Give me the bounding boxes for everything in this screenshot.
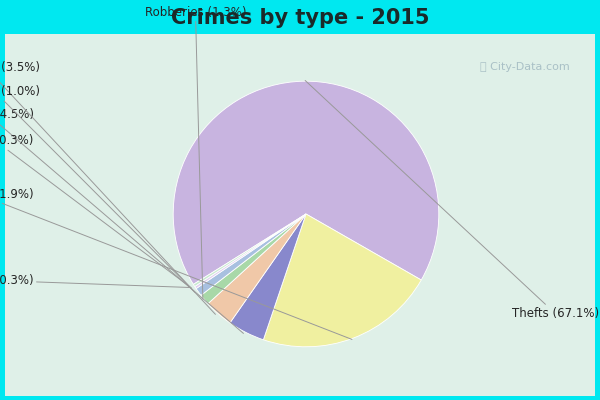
- Text: ⓘ City-Data.com: ⓘ City-Data.com: [480, 62, 570, 72]
- Wedge shape: [196, 214, 306, 295]
- Text: Arson (0.3%): Arson (0.3%): [0, 134, 191, 288]
- Text: Murders (1.0%): Murders (1.0%): [0, 85, 195, 292]
- Text: Rapes (0.3%): Rapes (0.3%): [0, 274, 190, 288]
- Wedge shape: [230, 214, 306, 340]
- Wedge shape: [201, 214, 306, 304]
- Text: Robberies (1.3%): Robberies (1.3%): [145, 6, 246, 299]
- Wedge shape: [208, 214, 306, 323]
- Wedge shape: [173, 81, 439, 284]
- Text: Crimes by type - 2015: Crimes by type - 2015: [171, 8, 429, 28]
- Wedge shape: [193, 214, 306, 286]
- Text: Assaults (4.5%): Assaults (4.5%): [0, 108, 244, 334]
- Text: Auto thefts (3.5%): Auto thefts (3.5%): [0, 62, 215, 314]
- FancyBboxPatch shape: [5, 34, 595, 396]
- Wedge shape: [263, 214, 421, 347]
- Wedge shape: [195, 214, 306, 288]
- Text: Thefts (67.1%): Thefts (67.1%): [305, 80, 599, 320]
- Text: Burglaries (21.9%): Burglaries (21.9%): [0, 188, 352, 340]
